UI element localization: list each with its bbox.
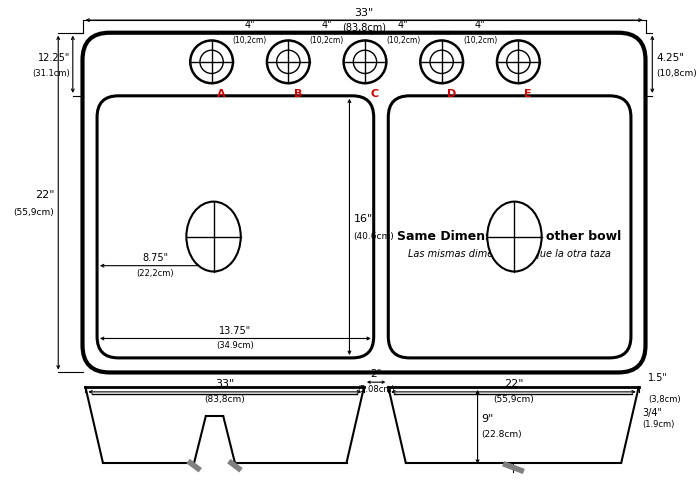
Text: (83,8cm): (83,8cm) <box>204 395 245 404</box>
Text: C: C <box>371 89 379 99</box>
Text: E: E <box>524 89 532 99</box>
Text: (40.6cm): (40.6cm) <box>354 232 394 241</box>
Text: 2": 2" <box>370 369 382 379</box>
Text: (10,2cm): (10,2cm) <box>386 36 421 45</box>
Text: (22.8cm): (22.8cm) <box>482 430 522 439</box>
Circle shape <box>190 40 233 83</box>
Text: 8.75": 8.75" <box>142 253 169 263</box>
FancyBboxPatch shape <box>389 96 631 358</box>
Text: (10,8cm): (10,8cm) <box>656 69 697 79</box>
Text: 16": 16" <box>354 214 372 224</box>
Text: (31.1cm): (31.1cm) <box>32 69 70 79</box>
Text: 13.75": 13.75" <box>219 326 251 336</box>
Text: 22": 22" <box>504 379 523 389</box>
Circle shape <box>354 50 377 74</box>
Text: 33": 33" <box>354 8 374 18</box>
Text: (22,2cm): (22,2cm) <box>136 268 174 277</box>
Text: D: D <box>447 89 456 99</box>
Text: 12.25": 12.25" <box>38 53 70 63</box>
Text: (10,2cm): (10,2cm) <box>309 36 344 45</box>
FancyBboxPatch shape <box>83 33 645 373</box>
Text: (83,8cm): (83,8cm) <box>342 22 386 32</box>
Text: (55,9cm): (55,9cm) <box>493 395 534 404</box>
Text: 4": 4" <box>321 20 332 30</box>
Circle shape <box>420 40 463 83</box>
Text: 22": 22" <box>35 190 55 200</box>
Text: 4": 4" <box>398 20 409 30</box>
Text: (5.08cm): (5.08cm) <box>357 385 395 394</box>
Text: Same Dimensions as other bowl: Same Dimensions as other bowl <box>398 230 622 243</box>
Text: 9": 9" <box>482 414 494 424</box>
Circle shape <box>276 50 300 74</box>
Circle shape <box>507 50 530 74</box>
Text: A: A <box>218 89 226 99</box>
Text: 4": 4" <box>244 20 256 30</box>
Text: 3/4": 3/4" <box>643 408 663 418</box>
Text: (55,9cm): (55,9cm) <box>13 208 55 217</box>
Text: 1.5": 1.5" <box>648 373 668 383</box>
Text: Las mismas dimensiones que la otra taza: Las mismas dimensiones que la otra taza <box>408 249 611 259</box>
Circle shape <box>344 40 386 83</box>
Circle shape <box>200 50 223 74</box>
Text: (34.9cm): (34.9cm) <box>216 342 254 351</box>
Text: (10,2cm): (10,2cm) <box>463 36 497 45</box>
Ellipse shape <box>487 202 542 271</box>
Circle shape <box>430 50 454 74</box>
FancyBboxPatch shape <box>97 96 374 358</box>
Text: 33": 33" <box>215 379 235 389</box>
Ellipse shape <box>186 202 241 271</box>
Circle shape <box>267 40 309 83</box>
Text: 4": 4" <box>475 20 485 30</box>
Text: (3,8cm): (3,8cm) <box>648 395 681 404</box>
Text: 4.25": 4.25" <box>656 53 684 63</box>
Circle shape <box>497 40 540 83</box>
Text: B: B <box>294 89 302 99</box>
Text: (1.9cm): (1.9cm) <box>643 420 675 429</box>
Text: (10,2cm): (10,2cm) <box>233 36 267 45</box>
